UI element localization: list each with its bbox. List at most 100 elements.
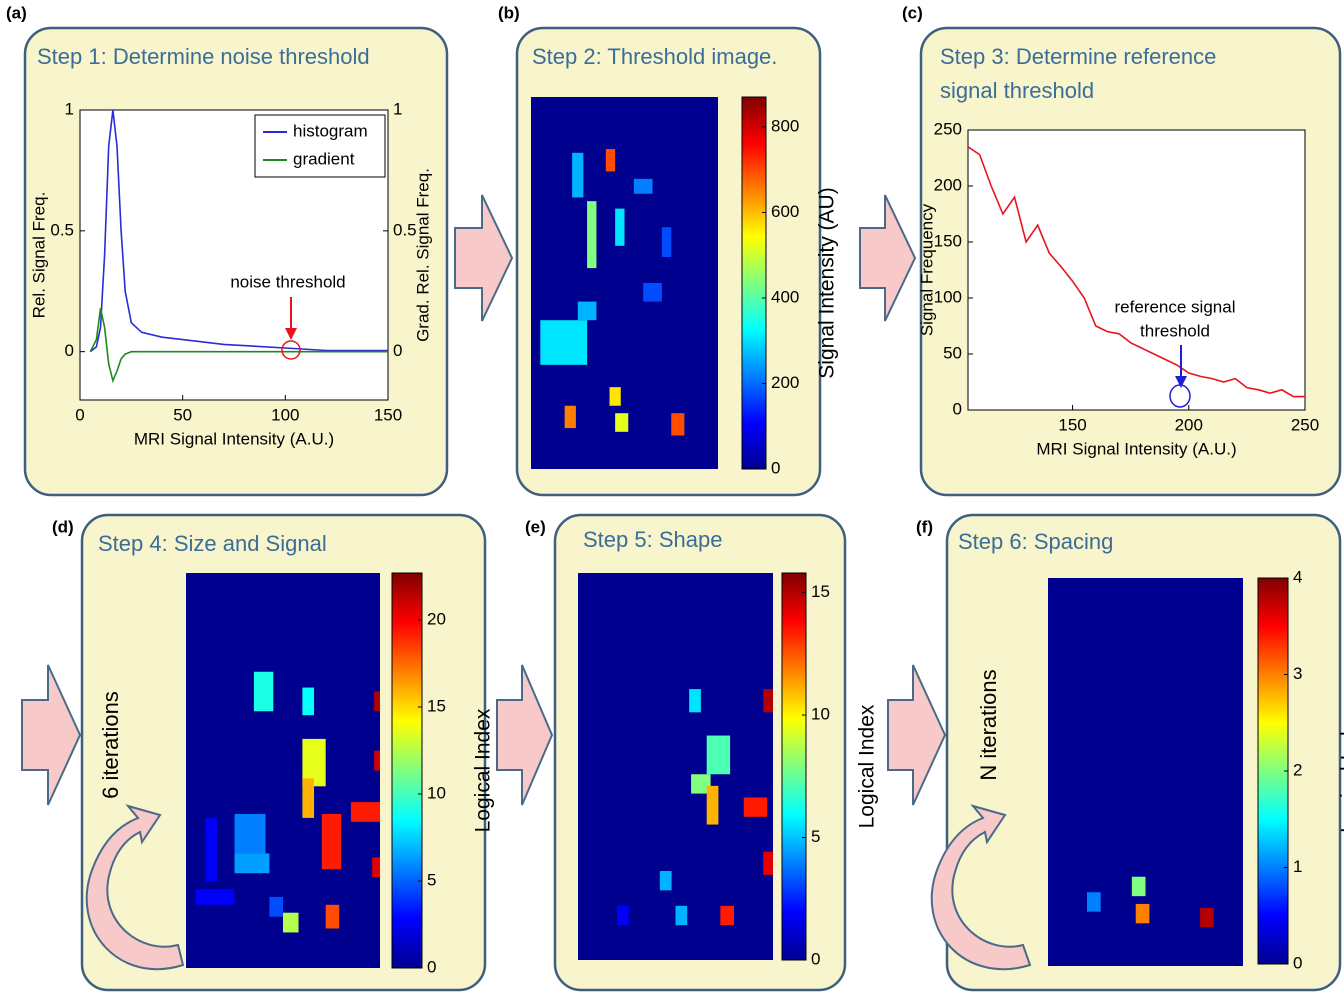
colorbar-tick-label: 400 [771,287,799,306]
colorbar [392,573,422,968]
region [572,153,583,198]
figure: (a) Step 1: Determine noise threshold 0 5 0 1… [0,0,1344,994]
region [720,906,734,925]
region [205,857,217,881]
x-tick-label: 100 [271,405,299,424]
colorbar-label: Logical Index [1338,709,1344,833]
colorbar-tick-label: 600 [771,202,799,221]
region [372,857,380,877]
region [578,302,597,321]
panel-label: (e) [525,517,546,536]
region [374,751,380,771]
annotation: N iterations [976,669,1001,780]
colorbar-tick-label: 10 [427,783,446,802]
colorbar-tick-label: 15 [427,696,446,715]
region [235,814,266,854]
region [689,689,701,712]
y-tick-label: 150 [934,231,962,250]
colorbar-tick-label: 800 [771,116,799,135]
colorbar-tick-label: 5 [427,870,436,889]
colorbar-label: Signal Intensity (AU) [816,187,839,378]
y-axis-label: Rel. Signal Freq. [29,192,48,319]
region [617,906,629,925]
annotation: noise threshold [230,272,345,291]
region [326,905,340,929]
x-tick-label: 150 [374,405,402,424]
panel-label: (f) [916,517,933,536]
x-tick-label: 200 [1175,415,1203,434]
image [578,573,773,960]
region [269,897,283,917]
x-axis-label: MRI Signal Intensity (A.U.) [134,429,334,448]
panel-title: Step 1: Determine noise threshold [37,44,370,69]
x-tick-label: 0 [75,405,84,424]
region [763,852,773,875]
panel-label: (d) [52,517,74,536]
y2-tick-label: 1 [393,99,402,118]
region [322,814,341,869]
panel-title: Step 2: Threshold image. [532,44,777,69]
region [302,688,314,716]
region [283,913,299,933]
x-axis-label: MRI Signal Intensity (A.U.) [1036,439,1236,458]
region [707,786,719,825]
colorbar-tick-label: 5 [811,827,820,846]
region [254,672,273,712]
y-tick-label: 0 [953,399,962,418]
region [676,906,688,925]
colorbar-tick-label: 4 [1293,567,1302,586]
y2-tick-label: 0 [393,341,402,360]
region [660,871,672,890]
colorbar-tick-label: 0 [427,957,436,976]
arrow [497,665,552,805]
colorbar-tick-label: 1 [1293,857,1302,876]
arrow [860,195,915,321]
y-tick-label: 1 [65,99,74,118]
y-axis-label: Signal Frequency [917,203,936,336]
region [615,413,628,432]
annotation: threshold [1140,321,1210,340]
panel-title: Step 4: Size and Signal [98,531,327,556]
colorbar-tick-label: 0 [1293,953,1302,972]
x-tick-label: 250 [1291,415,1319,434]
colorbar [742,97,766,469]
region [302,778,314,818]
region [196,889,235,905]
region [1087,892,1101,911]
panel-label: (a) [6,3,27,22]
colorbar [782,573,806,960]
colorbar-tick-label: 2 [1293,760,1302,779]
region [374,692,380,712]
arrow [888,665,945,805]
region [707,736,730,775]
colorbar-tick-label: 0 [771,458,780,477]
region [606,149,615,171]
colorbar [1258,578,1288,964]
legend-label: gradient [293,149,355,168]
annotation: reference signal [1115,297,1236,316]
panel-label: (b) [498,3,520,22]
panel-title: signal threshold [940,78,1094,103]
y2-axis-label: Grad. Rel. Signal Freq. [413,168,432,342]
y-tick-label: 100 [934,287,962,306]
x-tick-label: 150 [1058,415,1086,434]
y-tick-label: 0 [65,341,74,360]
legend-label: histogram [293,121,368,140]
region [744,797,767,816]
region [671,413,684,435]
region [662,227,671,257]
y-tick-label: 200 [934,175,962,194]
panel-title: Step 5: Shape [583,527,722,552]
colorbar-tick-label: 10 [811,705,830,724]
plot-area [968,130,1305,410]
colorbar-tick-label: 0 [811,949,820,968]
region [615,209,624,246]
colorbar-tick-label: 15 [811,582,830,601]
colorbar-tick-label: 20 [427,609,446,628]
region [235,853,270,873]
panel-label: (c) [902,3,923,22]
colorbar-label: Logical Index [856,704,879,828]
y-tick-label: 250 [934,119,962,138]
panel-title: Step 6: Spacing [958,529,1113,554]
region [565,406,576,428]
